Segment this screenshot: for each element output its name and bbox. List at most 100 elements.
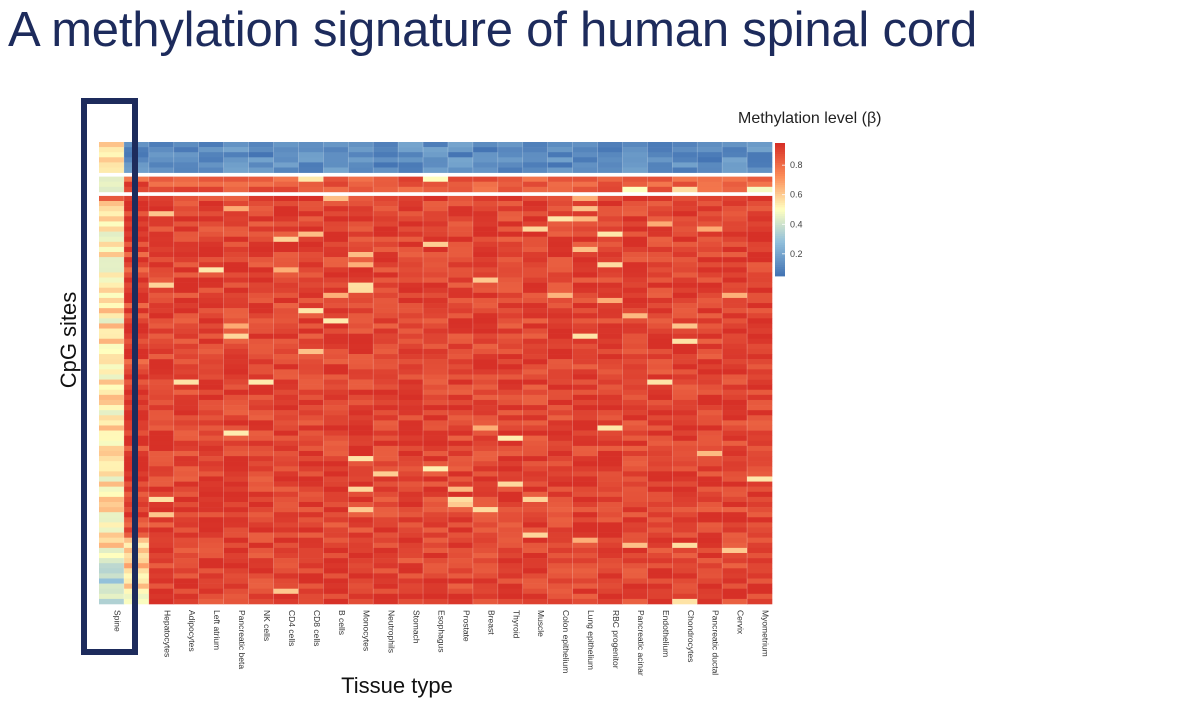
heatmap-cell <box>173 147 200 153</box>
heatmap-cell <box>198 167 224 173</box>
heatmap-cell <box>447 476 474 482</box>
heatmap-cell <box>597 241 623 248</box>
heatmap-cell <box>522 364 548 370</box>
heatmap-cell <box>173 369 200 375</box>
heatmap-cell <box>597 157 623 163</box>
heatmap-cell <box>647 236 673 243</box>
heatmap-cell <box>398 405 424 411</box>
heatmap-cell <box>198 547 224 554</box>
heatmap-cell <box>547 236 573 243</box>
heatmap-cell <box>647 354 673 360</box>
heatmap-cell <box>173 532 200 538</box>
heatmap-cell <box>398 476 424 482</box>
heatmap-cell <box>672 537 698 544</box>
heatmap-cell <box>697 410 723 416</box>
heatmap-cell <box>647 343 673 350</box>
heatmap-cell <box>173 552 200 559</box>
heatmap-cell <box>423 461 449 467</box>
heatmap-cell <box>173 262 200 268</box>
heatmap-cell <box>248 552 274 559</box>
heatmap-cell <box>323 384 349 391</box>
heatmap-cell <box>348 507 374 513</box>
heatmap-cell <box>472 338 499 345</box>
heatmap-cell <box>497 420 524 426</box>
heatmap-cell <box>497 277 524 283</box>
heatmap-cell <box>423 598 449 605</box>
heatmap-cell <box>497 598 524 605</box>
heatmap-cell <box>572 496 598 503</box>
heatmap-cell <box>423 517 449 523</box>
heatmap-cell <box>697 152 723 158</box>
heatmap-cell <box>99 379 125 385</box>
heatmap-cell <box>148 267 175 273</box>
heatmap-cell <box>223 297 249 304</box>
heatmap-cell <box>722 389 748 396</box>
heatmap-cell <box>497 262 524 268</box>
heatmap-cell <box>672 547 698 554</box>
heatmap-cell <box>223 573 249 579</box>
heatmap-cell <box>398 456 424 462</box>
heatmap-cell <box>547 313 573 319</box>
heatmap-cell <box>597 257 623 263</box>
heatmap-cell <box>672 507 698 513</box>
heatmap-cell <box>497 547 524 554</box>
heatmap-cell <box>472 430 499 436</box>
heatmap-cell <box>672 201 698 207</box>
heatmap-cell <box>647 578 673 584</box>
heatmap-cell <box>248 527 274 533</box>
heatmap-cell <box>672 598 698 605</box>
heatmap-cell <box>572 152 598 158</box>
heatmap-cell <box>173 308 200 314</box>
heatmap-cell <box>497 206 524 212</box>
legend-swatch <box>775 162 785 166</box>
heatmap-cell <box>298 583 324 589</box>
heatmap-cell <box>647 501 673 508</box>
heatmap-cell <box>423 338 449 345</box>
heatmap-cell <box>447 430 474 436</box>
heatmap-cell <box>223 333 249 340</box>
heatmap-cell <box>223 359 249 365</box>
heatmap-cell <box>99 501 125 508</box>
heatmap-cell <box>597 583 623 589</box>
heatmap-cell <box>547 445 573 452</box>
heatmap-cell <box>99 456 125 462</box>
heatmap-cell <box>497 152 524 158</box>
heatmap-cell <box>672 583 698 589</box>
heatmap-cell <box>722 598 748 605</box>
heatmap-cell <box>747 578 773 584</box>
heatmap-cell <box>722 496 748 503</box>
heatmap-cell <box>447 236 474 243</box>
heatmap-cell <box>148 176 175 183</box>
heatmap-cell <box>497 147 524 153</box>
heatmap-cell <box>223 501 249 508</box>
heatmap-cell <box>572 440 598 447</box>
heatmap-cell <box>99 216 125 222</box>
heatmap-cell <box>447 313 474 319</box>
heatmap-cell <box>398 292 424 299</box>
heatmap-cell <box>198 374 224 380</box>
heatmap-cell <box>298 542 324 549</box>
heatmap-cell <box>348 152 374 158</box>
heatmap-cell <box>198 588 224 595</box>
heatmap-cell <box>447 297 474 304</box>
heatmap-cell <box>323 410 349 416</box>
heatmap-cell <box>223 348 249 355</box>
heatmap-cell <box>497 348 524 355</box>
heatmap-cell <box>198 394 224 401</box>
heatmap-cell <box>198 583 224 589</box>
heatmap-cell <box>398 348 424 355</box>
heatmap-cell <box>472 374 499 380</box>
heatmap-cell <box>423 323 449 329</box>
heatmap-cell <box>99 573 125 579</box>
heatmap-cell <box>622 195 648 202</box>
heatmap-cell <box>722 466 748 472</box>
heatmap-cell <box>447 333 474 340</box>
heatmap-cell <box>647 241 673 248</box>
heatmap-cell <box>622 272 648 278</box>
heatmap-cell <box>697 236 723 243</box>
heatmap-cell <box>248 578 274 584</box>
heatmap-cell <box>173 399 200 406</box>
heatmap-cell <box>672 496 698 503</box>
legend-swatch <box>775 207 785 210</box>
heatmap-cell <box>672 532 698 538</box>
